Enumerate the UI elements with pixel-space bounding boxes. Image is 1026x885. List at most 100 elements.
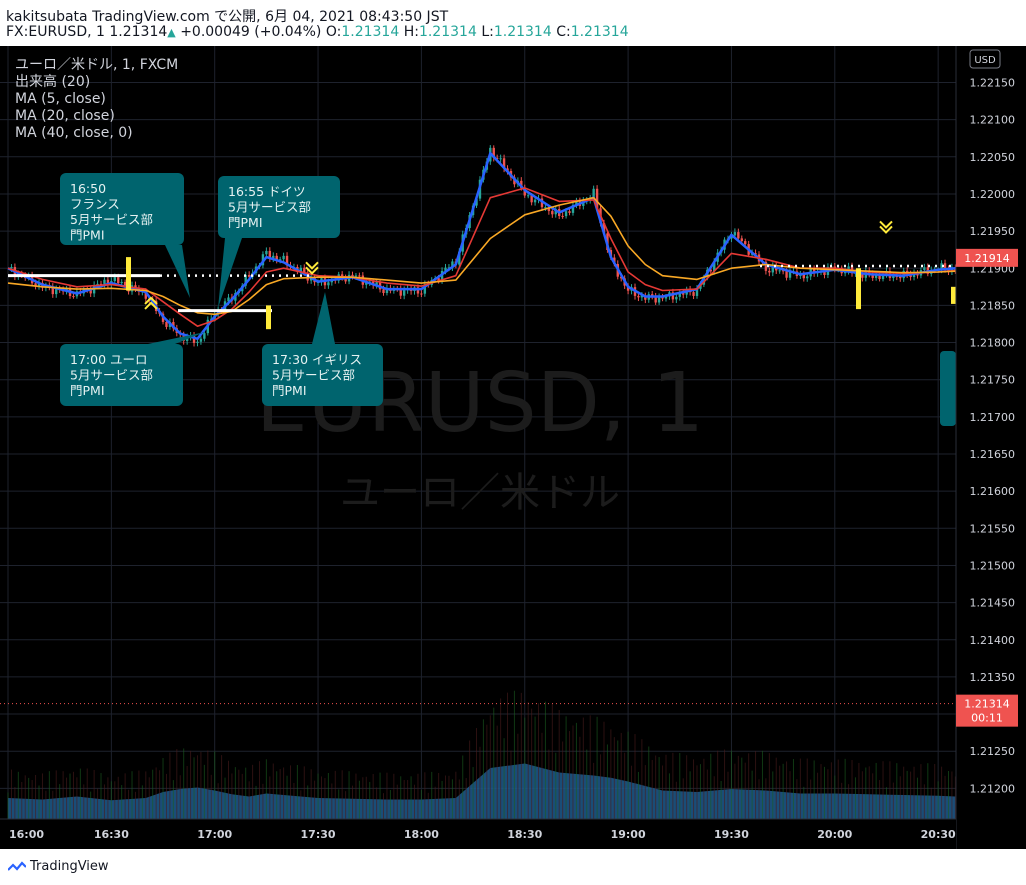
candle-body [568,211,571,213]
candle-body [106,279,110,286]
candle-body [544,207,547,209]
chevron-up-icon [144,301,158,310]
candle-body [37,282,41,287]
tradingview-logo[interactable]: TradingView [8,859,109,874]
candle-body [592,188,595,198]
y-tick-label: 1.21650 [970,448,1016,461]
x-tick-label: 17:00 [197,828,232,841]
callout-text: 門PMI [70,228,105,243]
candle-body [113,277,116,282]
candle-body [899,276,902,279]
candle-body [713,261,716,272]
open-label: O: [325,24,342,40]
currency-badge[interactable] [969,49,1001,69]
annotations [8,220,956,330]
candle-body [96,283,99,285]
candle-body [754,253,757,255]
y-tick-labels: 1.221501.221001.220501.220001.219501.219… [970,77,1016,796]
candle-body [399,288,402,296]
x-tick-labels: 16:00 16:30 17:00 17:30 18:00 18:30 19:00 19:30… [9,828,956,841]
candle-body [575,201,578,206]
callout-text: 17:00 ユーロ [70,352,148,367]
candle-body [692,292,695,296]
callout-pointer [165,245,190,298]
candle-body [675,296,678,300]
chart-canvas[interactable]: EURUSD, 1 ユーロ／米ドル ユーロ／米ドル, 1, FXCM 出来高 (… [0,46,1026,849]
y-tick-label: 1.21400 [970,634,1016,647]
candle-body [551,211,554,215]
candle-body [823,271,826,275]
candle-body [244,274,247,286]
countdown-label: 00:11 [971,712,1003,725]
candle-body [520,180,523,189]
candle-body [740,238,743,242]
volume-fill [8,763,956,819]
candle-body [402,290,406,296]
callout-text: 17:30 イギリス [272,352,362,367]
time-axis-bg [0,819,956,849]
callout-box [60,344,183,406]
candle-body [275,255,278,260]
last-price-badge [956,694,1018,727]
candle-body [354,275,358,277]
candle-body [540,198,544,208]
candle-body [664,296,668,299]
candle-body [533,199,537,203]
callout-pointer [148,332,205,344]
ohlc-line: FX:EURUSD, 1 1.21314▲ +0.00049 (+0.04%) … [6,24,629,40]
candle-body [382,289,385,293]
candle-body [34,283,37,287]
candle-body [99,283,103,285]
candle-body [874,274,878,278]
legend-title: ユーロ／米ドル, 1, FXCM [15,57,178,73]
candle-body [423,284,427,294]
time-axis[interactable]: 16:00 16:30 17:00 17:30 18:00 18:30 19:00 19:30… [0,818,956,849]
candle-body [227,297,230,302]
candle-body [385,288,389,293]
candle-body [571,205,575,213]
candle-body [303,267,306,274]
candle-body [365,282,368,285]
low-label: L: [481,24,494,40]
candle-body [940,263,943,270]
candle-body [89,289,92,294]
last-price: 1.21314 [109,24,168,40]
x-tick-label: 19:00 [611,828,646,841]
callout-text: 16:55 ドイツ [228,184,306,199]
candle-body [695,288,699,296]
chevron-down-icon [879,220,893,229]
candle-body [123,281,127,287]
current-price-badge [956,248,1018,267]
candle-body [416,287,420,294]
callout-pointer [312,292,335,344]
candle-body [640,295,644,298]
y-tick-label: 1.21500 [970,559,1016,572]
candle-body [881,275,885,280]
callout-text: 5月サービス部 [272,368,355,383]
y-tick-label: 1.21700 [970,411,1016,424]
chart-header: kakitsubata TradingView.com で公開, 6月 04, … [0,0,1026,46]
y-tick-label: 1.22000 [970,188,1016,201]
candle-body [420,293,423,295]
candle-body [733,232,737,236]
callout-box-clipped [940,351,956,426]
candle-body [564,211,568,217]
open-value: 1.21314 [341,24,400,40]
y-tick-label: 1.21550 [970,522,1016,535]
y-tick-label: 1.21600 [970,485,1016,498]
legend-ma20: MA (20, close) [15,108,115,124]
close-value: 1.21314 [570,24,629,40]
x-tick-label: 19:30 [714,828,749,841]
candle-body [117,277,120,284]
candle-body [678,292,681,297]
candle-body [351,274,354,277]
candle-body [682,292,685,295]
candle-body [657,297,661,303]
candle-body [802,273,805,279]
candle-body [602,223,606,234]
callout-text: 16:50 [70,181,106,196]
price-axis[interactable]: USD 1.22150 1.22100 1.22050 1.22000 1.21950 1… [0,46,1026,849]
